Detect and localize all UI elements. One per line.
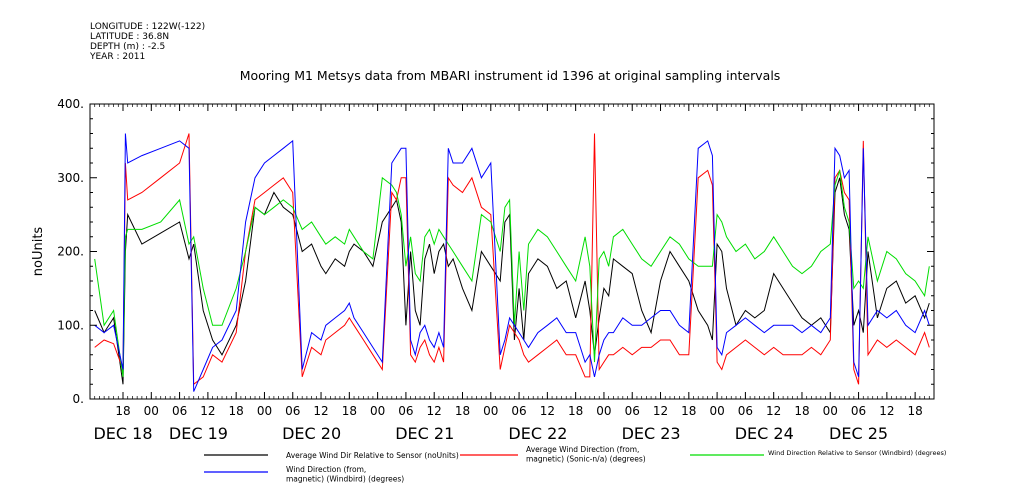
x-tick-label: 12	[313, 404, 328, 418]
meta-longitude: LONGITUDE : 122W(-122)	[90, 22, 206, 32]
metadata-block: LONGITUDE : 122W(-122) LATITUDE : 36.8N …	[90, 22, 205, 62]
x-tick-label: 18	[681, 404, 696, 418]
x-tick-label: 00	[370, 404, 385, 418]
meta-year: YEAR : 2011	[90, 52, 146, 62]
x-tick-label: 18	[907, 404, 922, 418]
x-tick-label: 18	[455, 404, 470, 418]
x-day-label: DEC 24	[735, 424, 794, 443]
x-tick-label: 18	[115, 404, 130, 418]
meta-depth: DEPTH (m) : -2.5	[90, 42, 166, 52]
x-tick-label: 00	[596, 404, 611, 418]
x-tick-label: 12	[766, 404, 781, 418]
series-line-1	[94, 133, 930, 386]
x-tick-label: 06	[285, 404, 300, 418]
legend-label-3: Wind Direction (from, magnetic) (Windbird…	[286, 465, 404, 484]
x-tick-label: 06	[625, 404, 640, 418]
x-day-label: DEC 21	[395, 424, 454, 443]
legend-label-line: magnetic) (Windbird) (degrees)	[286, 475, 404, 484]
y-tick-label: 100.	[57, 318, 84, 332]
series-line-2	[94, 170, 930, 377]
x-tick-label: 06	[398, 404, 413, 418]
y-tick-label: 200.	[57, 245, 84, 259]
legend-label-line: Wind Direction Relative to Sensor (Windb…	[768, 449, 946, 457]
x-tick-label: 00	[483, 404, 498, 418]
series-line-3	[94, 133, 930, 392]
legend-label-line: Wind Direction (from,	[286, 465, 366, 474]
x-day-label: DEC 20	[282, 424, 341, 443]
legend-label-1: Average Wind Direction (from, magnetic) (…	[526, 445, 646, 464]
x-tick-label: 06	[851, 404, 866, 418]
x-day-label: DEC 19	[169, 424, 228, 443]
x-tick-label: 00	[144, 404, 159, 418]
x-tick-label: 12	[200, 404, 215, 418]
x-tick-label: 18	[568, 404, 583, 418]
legend-label-line: Average Wind Dir Relative to Sensor (noU…	[286, 451, 459, 460]
legend-label-0: Average Wind Dir Relative to Sensor (noU…	[286, 451, 459, 460]
x-tick-label: 12	[653, 404, 668, 418]
x-tick-label: 12	[879, 404, 894, 418]
x-tick-label: 12	[427, 404, 442, 418]
y-tick-label: 0.	[73, 392, 84, 406]
x-tick-label: 00	[257, 404, 272, 418]
x-tick-label: 00	[709, 404, 724, 418]
x-tick-label: 18	[342, 404, 357, 418]
x-tick-label: 06	[172, 404, 187, 418]
x-tick-label: 18	[794, 404, 809, 418]
x-tick-label: 06	[738, 404, 753, 418]
x-tick-label: 18	[229, 404, 244, 418]
x-day-label: DEC 25	[829, 424, 888, 443]
x-day-label: DEC 22	[508, 424, 567, 443]
legend-label-line: Average Wind Direction (from,	[526, 445, 639, 454]
y-tick-label: 300.	[57, 171, 84, 185]
x-tick-label: 00	[823, 404, 838, 418]
x-tick-label: 06	[511, 404, 526, 418]
chart-title: Mooring M1 Metsys data from MBARI instru…	[239, 68, 781, 83]
y-axis-label: noUnits	[31, 227, 46, 277]
x-day-label: DEC 18	[93, 424, 152, 443]
legend-label-line: magnetic) (Sonic-n/a) (degrees)	[526, 455, 646, 464]
y-tick-label: 400.	[57, 97, 84, 111]
x-day-label: DEC 23	[622, 424, 681, 443]
meta-latitude: LATITUDE : 36.8N	[90, 32, 170, 42]
x-tick-label: 12	[540, 404, 555, 418]
legend-label-2: Wind Direction Relative to Sensor (Windb…	[768, 449, 946, 457]
series-line-0	[94, 177, 930, 385]
